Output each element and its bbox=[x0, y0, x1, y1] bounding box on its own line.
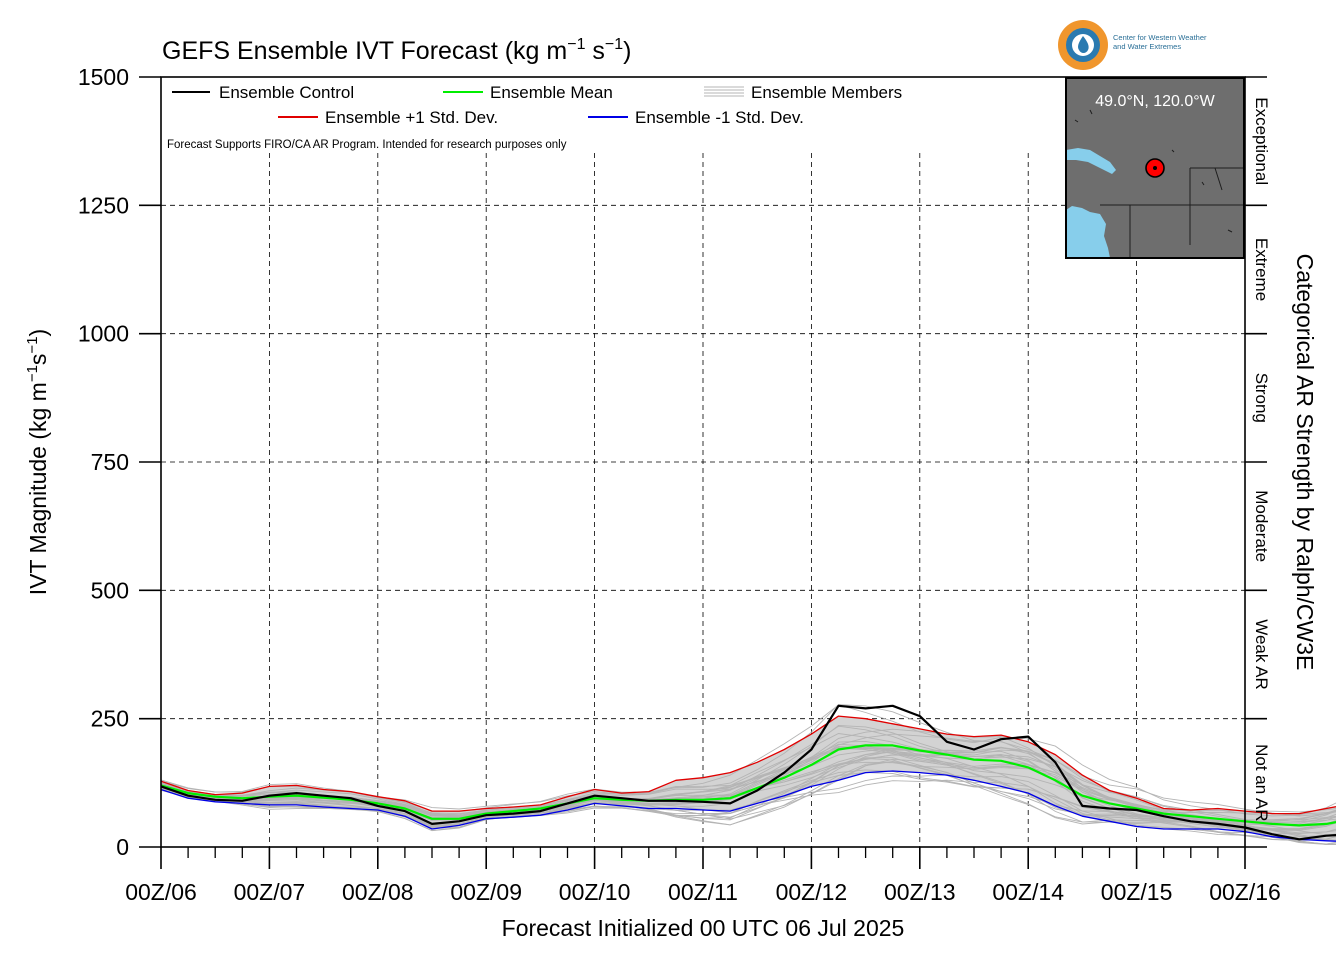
x-axis: 00Z/06 00Z/07 00Z/08 00Z/09 00Z/10 00Z/11 00Z/… bbox=[125, 847, 1281, 905]
inset-strait bbox=[1066, 148, 1116, 174]
location-inset-map: 49.0°N, 120.0°W bbox=[1065, 77, 1245, 259]
x-tick-label: 00Z/15 bbox=[1101, 879, 1173, 905]
ar-category-axis: Not an AR Weak AR Moderate Strong Extreme Exc… bbox=[1245, 76, 1271, 848]
legend-label-plus-sd: Ensemble +1 Std. Dev. bbox=[325, 108, 498, 127]
x-tick-label: 00Z/08 bbox=[342, 879, 414, 905]
category-label: Strong bbox=[1252, 373, 1271, 423]
category-label: Moderate bbox=[1252, 490, 1271, 562]
ensemble-member-line bbox=[160, 769, 1336, 842]
legend-swatch-members bbox=[704, 86, 744, 97]
chart-title: GEFS Ensemble IVT Forecast (kg m−1 s−1) bbox=[162, 36, 632, 65]
y-tick-label: 0 bbox=[116, 834, 129, 860]
legend-label-mean: Ensemble Mean bbox=[490, 83, 613, 102]
y-axis-label: IVT Magnitude (kg m−1s−1) bbox=[24, 329, 51, 595]
std-dev-band-fill bbox=[161, 716, 1336, 842]
ensemble-member-line bbox=[160, 728, 1336, 816]
right-axis-label: Categorical AR Strength by Ralph/CW3E bbox=[1292, 254, 1318, 671]
category-label: Not an AR bbox=[1252, 744, 1271, 822]
legend-label-control: Ensemble Control bbox=[219, 83, 354, 102]
legend-label-minus-sd: Ensemble -1 Std. Dev. bbox=[635, 108, 804, 127]
x-axis-label: Forecast Initialized 00 UTC 06 Jul 2025 bbox=[502, 915, 905, 941]
inset-lakes bbox=[1074, 99, 1233, 233]
y-tick-label: 1250 bbox=[78, 192, 129, 218]
cw3e-logo: Center for Western Weather and Water Ext… bbox=[1058, 20, 1207, 70]
x-tick-label: 00Z/10 bbox=[559, 879, 631, 905]
inset-frame bbox=[1065, 77, 1245, 259]
x-tick-label: 00Z/11 bbox=[668, 879, 738, 905]
logo-line2: and Water Extremes bbox=[1113, 42, 1181, 51]
ensemble-member-line bbox=[160, 761, 1336, 845]
x-tick-label: 00Z/16 bbox=[1209, 879, 1281, 905]
legend-label-members: Ensemble Members bbox=[751, 83, 902, 102]
inset-ocean bbox=[1066, 206, 1110, 258]
disclaimer-text: Forecast Supports FIRO/CA AR Program. In… bbox=[167, 139, 567, 151]
legend: Ensemble Control Ensemble Mean Ensemble … bbox=[167, 83, 902, 151]
y-tick-label: 1000 bbox=[78, 321, 129, 347]
series-line-control bbox=[160, 704, 1336, 841]
x-tick-label: 00Z/14 bbox=[992, 879, 1064, 905]
series-lines bbox=[160, 704, 1336, 842]
series-line-plus_sd bbox=[160, 715, 1336, 815]
x-tick-label: 00Z/09 bbox=[450, 879, 522, 905]
x-tick-label: 00Z/13 bbox=[884, 879, 956, 905]
inset-borders bbox=[1100, 167, 1245, 258]
category-label: Extreme bbox=[1252, 238, 1271, 301]
x-tick-label: 00Z/06 bbox=[125, 879, 197, 905]
category-label: Weak AR bbox=[1252, 619, 1271, 690]
category-label: Exceptional bbox=[1252, 97, 1271, 185]
inset-location-label: 49.0°N, 120.0°W bbox=[1095, 93, 1215, 110]
y-tick-label: 1500 bbox=[78, 64, 129, 90]
logo-line1: Center for Western Weather bbox=[1113, 33, 1207, 42]
series-line-minus_sd bbox=[160, 770, 1336, 842]
std-dev-band bbox=[161, 716, 1336, 842]
y-axis: 0 250 500 750 1000 1250 1500 bbox=[78, 64, 161, 860]
y-tick-label: 500 bbox=[91, 577, 129, 603]
y-tick-label: 250 bbox=[91, 706, 129, 732]
y-tick-label: 750 bbox=[91, 449, 129, 475]
ensemble-member-line bbox=[160, 704, 1336, 817]
x-tick-label: 00Z/07 bbox=[234, 879, 306, 905]
droplet-icon bbox=[1078, 36, 1089, 53]
x-tick-label: 00Z/12 bbox=[776, 879, 848, 905]
location-marker-center bbox=[1153, 166, 1157, 170]
series-line-mean bbox=[160, 744, 1336, 827]
